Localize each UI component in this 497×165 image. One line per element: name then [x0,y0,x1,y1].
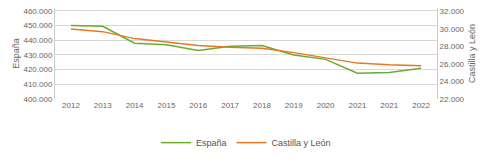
svg-text:2021: 2021 [349,101,367,110]
svg-text:22.000: 22.000 [440,95,465,104]
svg-text:420.000: 420.000 [23,65,52,74]
svg-text:2013: 2013 [94,101,112,110]
svg-text:2020: 2020 [317,101,335,110]
svg-text:410.000: 410.000 [23,80,52,89]
svg-text:2016: 2016 [189,101,207,110]
svg-text:2014: 2014 [126,101,144,110]
svg-text:2012: 2012 [62,101,80,110]
svg-text:2022: 2022 [412,101,430,110]
svg-text:España: España [11,38,21,69]
svg-text:2021: 2021 [380,101,398,110]
svg-text:32.000: 32.000 [440,7,465,16]
svg-text:400.000: 400.000 [23,95,52,104]
svg-text:460.000: 460.000 [23,7,52,16]
svg-text:2015: 2015 [158,101,176,110]
svg-text:España: España [196,138,227,148]
svg-text:2018: 2018 [253,101,271,110]
svg-text:440.000: 440.000 [23,36,52,45]
svg-text:2019: 2019 [285,101,303,110]
svg-text:28.000: 28.000 [440,42,465,51]
svg-text:Castilla y León: Castilla y León [467,24,477,83]
svg-text:26.000: 26.000 [440,60,465,69]
svg-text:2017: 2017 [221,101,239,110]
svg-text:430.000: 430.000 [23,51,52,60]
svg-text:24.000: 24.000 [440,77,465,86]
svg-text:30.000: 30.000 [440,25,465,34]
svg-text:Castilla y León: Castilla y León [272,138,331,148]
svg-text:450.000: 450.000 [23,21,52,30]
